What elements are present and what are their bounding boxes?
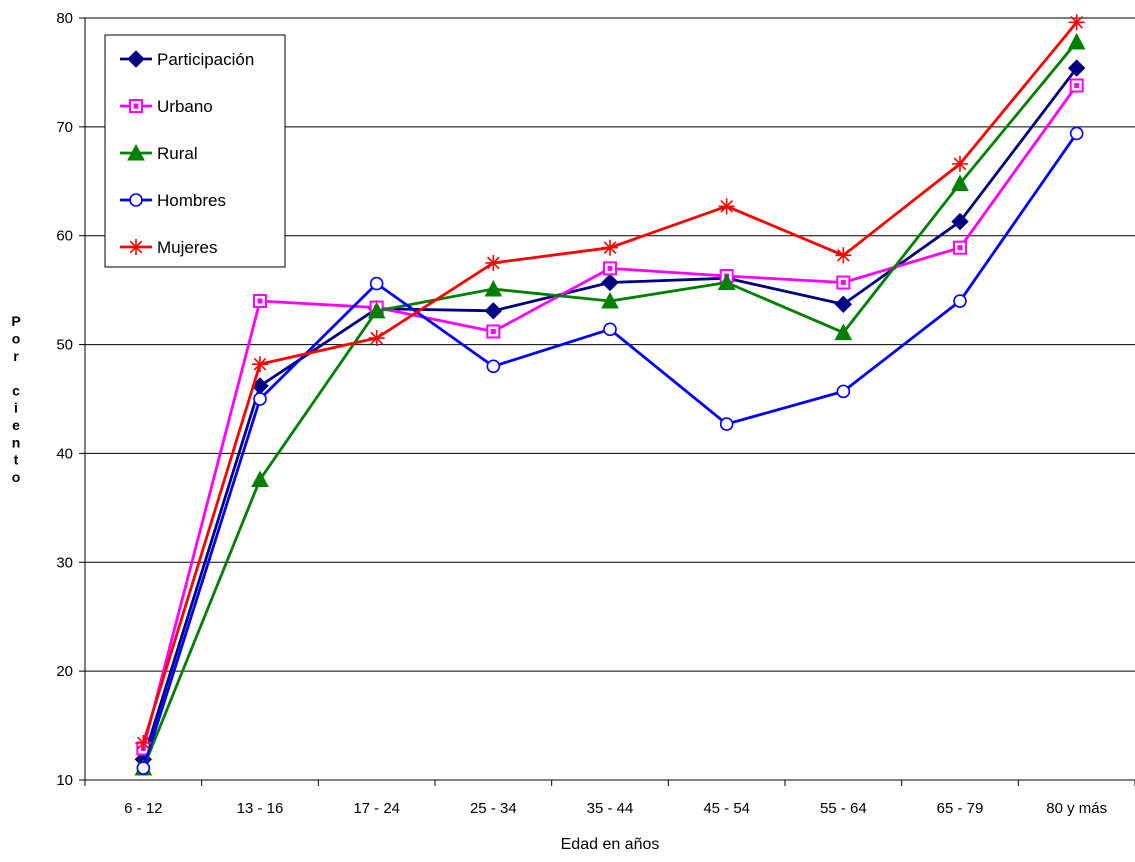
data-point-mujeres (602, 239, 618, 256)
legend-swatch-marker (128, 239, 144, 255)
data-point-rural (834, 323, 853, 341)
data-point-mujeres (718, 198, 735, 215)
x-tick-label: 80 y más (1046, 800, 1107, 817)
legend-item-urbano: Urbano (120, 97, 213, 116)
data-point-urbano (603, 261, 617, 276)
x-axis-label: Edad en años (561, 836, 660, 853)
legend-item-mujeres: Mujeres (120, 238, 217, 257)
marker-square-center (257, 298, 263, 304)
legend-item-hombres: Hombres (120, 191, 226, 210)
data-point-rural (251, 470, 269, 488)
y-tick-label: 30 (56, 554, 73, 571)
legend-swatch-marker (129, 99, 143, 113)
y-tick-label: 70 (56, 119, 73, 136)
x-tick-label: 35 - 44 (587, 800, 634, 817)
data-point-rural (484, 279, 503, 297)
data-point-mujeres (952, 155, 968, 172)
data-point-urbano (1069, 78, 1084, 93)
legend-label: Participación (157, 50, 254, 69)
data-point-rural (601, 291, 619, 309)
data-point-rural (951, 174, 969, 191)
data-point-rural (717, 273, 736, 291)
legend-label: Mujeres (157, 238, 217, 257)
x-tick-label: 65 - 79 (937, 800, 984, 817)
marker-square-center (840, 280, 846, 286)
x-tick-label: 6 - 12 (124, 800, 162, 817)
y-axis-label-char: o (12, 469, 21, 485)
data-point-hombres (369, 276, 384, 291)
legend-item-rural: Rural (120, 143, 198, 163)
data-point-rural (367, 301, 386, 319)
y-tick-label: 10 (56, 772, 73, 789)
y-axis-label-char: t (14, 452, 19, 468)
y-axis-label-char: r (13, 348, 19, 364)
data-point-participaci-n (834, 295, 853, 314)
x-tick-label: 55 - 64 (820, 800, 867, 817)
y-axis-label-char: P (11, 313, 20, 329)
legend-label: Urbano (157, 97, 213, 116)
marker-square-center (957, 245, 963, 251)
data-point-mujeres (485, 254, 502, 271)
data-point-participaci-n (951, 212, 969, 231)
legend-swatch-marker (127, 143, 145, 161)
axes (79, 17, 1135, 786)
data-point-mujeres (835, 247, 852, 264)
data-point-hombres (136, 761, 151, 775)
legend-label: Rural (157, 144, 198, 163)
legend-swatch-marker (127, 50, 145, 68)
legend-item-participaci-n: Participación (120, 50, 254, 69)
marker-square-center (490, 329, 496, 335)
y-axis-label-char: e (12, 417, 20, 433)
y-axis-label-char: c (12, 382, 20, 398)
y-axis-label-char: n (12, 434, 21, 450)
marker-square-center (133, 103, 139, 109)
y-axis-label-char: i (14, 400, 18, 416)
data-point-hombres (253, 392, 267, 406)
legend: Participación Urbano Rural Hombres Mujeres (104, 34, 286, 268)
data-point-rural (1067, 32, 1086, 50)
data-point-hombres (719, 417, 734, 431)
x-tick-labels: 6 - 12 13 - 16 17 - 24 25 - 34 35 - 44 45 - 5… (124, 800, 1107, 817)
data-point-mujeres (368, 330, 385, 347)
data-point-urbano (486, 324, 501, 339)
series-hombres (136, 126, 1084, 775)
y-tick-labels: 10 20 30 40 50 60 70 80 (56, 10, 73, 789)
data-point-urbano (253, 294, 267, 309)
data-point-participaci-n (601, 273, 619, 292)
data-point-participaci-n (1067, 59, 1086, 77)
x-tick-label: 13 - 16 (237, 800, 284, 817)
data-point-hombres (1069, 126, 1084, 141)
data-point-mujeres (1068, 14, 1085, 31)
data-point-mujeres (252, 356, 268, 373)
y-tick-label: 20 (56, 663, 73, 680)
y-tick-label: 80 (56, 10, 73, 27)
data-point-urbano (953, 240, 967, 255)
y-tick-label: 60 (56, 228, 73, 245)
y-tick-label: 50 (56, 337, 73, 354)
data-point-urbano (836, 275, 851, 290)
data-point-hombres (603, 322, 617, 337)
marker-square-center (1074, 82, 1080, 88)
y-tick-label: 40 (56, 445, 73, 462)
marker-square-center (607, 265, 613, 271)
data-point-mujeres (135, 734, 152, 751)
x-tick-label: 17 - 24 (353, 800, 400, 817)
legend-label: Hombres (157, 191, 226, 210)
series-group (134, 14, 1086, 776)
x-tick-label: 45 - 54 (703, 800, 750, 817)
series-mujeres (135, 14, 1085, 751)
data-point-hombres (486, 359, 501, 374)
data-point-hombres (836, 384, 851, 399)
x-tick-label: 25 - 34 (470, 800, 517, 817)
legend-swatch-marker (129, 193, 143, 207)
data-point-participaci-n (484, 302, 503, 320)
data-point-hombres (953, 294, 967, 308)
y-axis-label-char: o (12, 330, 21, 346)
